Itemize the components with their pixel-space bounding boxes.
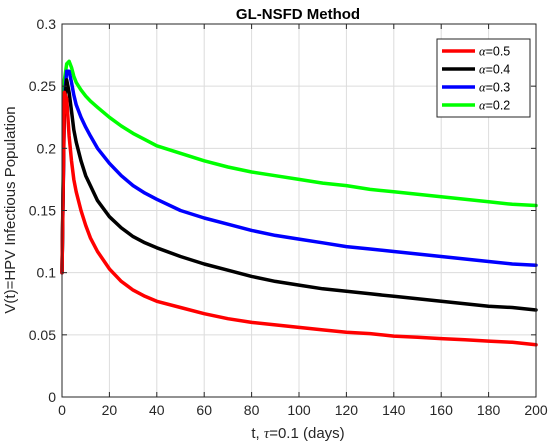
x-axis-label-prefix: t, <box>251 425 264 442</box>
series-line <box>60 78 538 312</box>
legend-entry: α=0.3 <box>479 81 510 95</box>
x-tick-label: 20 <box>102 402 118 418</box>
x-tick-label: 120 <box>335 402 359 418</box>
y-tick-label: 0.05 <box>29 327 56 343</box>
alpha-symbol: α <box>479 63 486 77</box>
tau-symbol: τ <box>264 426 270 442</box>
alpha-symbol: α <box>479 81 486 95</box>
y-tick-label: 0.25 <box>29 78 56 94</box>
x-tick-label: 0 <box>58 402 66 418</box>
legend-label: =0.3 <box>486 81 511 95</box>
y-tick-label: 0.15 <box>29 203 56 219</box>
x-tick-label: 60 <box>196 402 212 418</box>
series-line <box>60 59 538 275</box>
legend-label: =0.2 <box>486 99 511 113</box>
x-tick-label: 100 <box>287 402 311 418</box>
x-axis-label: t, τ=0.1 (days) <box>251 425 344 442</box>
x-tick-label: 200 <box>524 402 548 418</box>
y-tick-label: 0 <box>48 389 56 405</box>
axis-ticks <box>61 23 537 398</box>
legend-entry: α=0.2 <box>479 99 510 113</box>
tick-labels: 0 20 40 60 80 100 120 140 160 180 200 0 0.05 0.1 0.15 0… <box>29 16 548 418</box>
legend-label: =0.4 <box>486 63 511 77</box>
y-axis-label: V(t)=HPV Infectious Population <box>2 106 19 313</box>
x-tick-label: 80 <box>244 402 260 418</box>
y-tick-label: 0.1 <box>37 265 57 281</box>
x-tick-label: 180 <box>477 402 501 418</box>
x-axis-label-suffix: =0.1 (days) <box>269 425 344 442</box>
x-tick-label: 160 <box>430 402 454 418</box>
y-tick-label: 0.2 <box>37 140 57 156</box>
chart-title: GL-NSFD Method <box>236 6 360 23</box>
alpha-symbol: α <box>479 99 486 113</box>
legend: α=0.5α=0.4α=0.3α=0.2 <box>436 38 531 118</box>
series-line <box>60 69 538 275</box>
legend-entry: α=0.5 <box>479 45 510 59</box>
x-tick-label: 140 <box>382 402 406 418</box>
series-line <box>60 90 538 347</box>
legend-entry: α=0.4 <box>479 63 510 77</box>
alpha-symbol: α <box>479 45 486 59</box>
data-series <box>60 59 538 347</box>
legend-label: =0.5 <box>486 45 511 59</box>
y-tick-label: 0.3 <box>37 16 57 32</box>
x-tick-label: 40 <box>149 402 165 418</box>
